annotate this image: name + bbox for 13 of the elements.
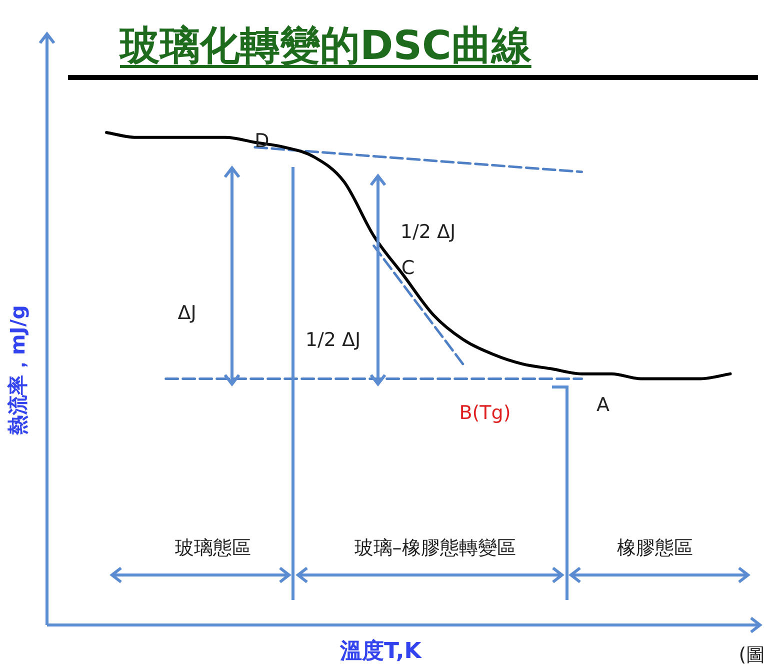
annotation: ΔJ [178, 302, 196, 324]
annotation: 1/2 ΔJ [305, 329, 361, 351]
annotation: C [401, 257, 415, 279]
x-axis-title: 溫度T,K [340, 638, 422, 666]
annotation: 玻璃態區 [175, 536, 251, 561]
y-axis-title: 熱流率，mJ/g [4, 305, 30, 435]
annotation: 橡膠態區 [617, 536, 693, 561]
chart-title: 玻璃化轉變的DSC曲線 [120, 22, 532, 71]
annotation: B(Tg) [459, 402, 511, 424]
text: (圖 [738, 643, 766, 667]
annotation: 1/2 ΔJ [400, 221, 456, 243]
annotation: A [596, 394, 610, 416]
annotation: 玻璃–橡膠態轉變區 [354, 536, 516, 561]
